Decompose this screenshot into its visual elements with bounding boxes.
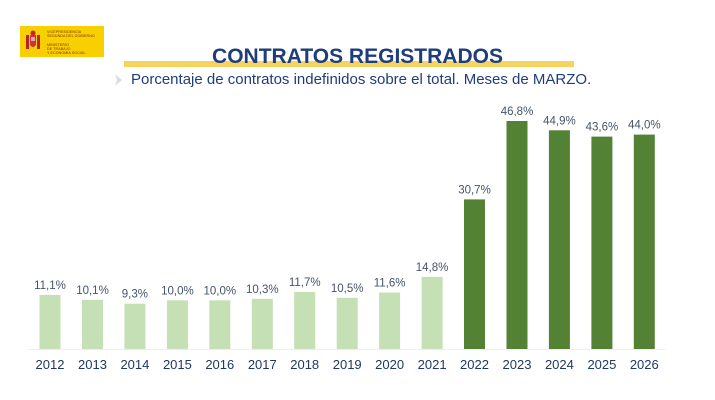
x-tick-label-2012: 2012: [36, 357, 65, 372]
data-label-2023: 46,8%: [501, 106, 534, 118]
bar-2023: [506, 121, 528, 349]
bar-2026: [633, 134, 655, 349]
bar-2012: [39, 294, 61, 349]
chevron-right-icon: [115, 74, 122, 86]
x-tick-label-2020: 2020: [375, 357, 404, 372]
data-label-2014: 9,3%: [122, 289, 148, 301]
page-title: CONTRATOS REGISTRADOS: [212, 45, 503, 68]
bar-2025: [591, 136, 613, 349]
bar-2014: [124, 303, 146, 349]
bar-2020: [379, 292, 401, 349]
x-tick-label-2014: 2014: [120, 357, 149, 372]
bar-2019: [336, 297, 358, 349]
bar-2013: [82, 299, 103, 349]
x-tick-label-2021: 2021: [418, 357, 447, 372]
bar-2016: [209, 300, 231, 349]
data-label-2022: 30,7%: [458, 184, 491, 196]
data-label-2012: 11,1%: [34, 280, 66, 292]
bar-2024: [548, 130, 570, 349]
ministry-logo: VICEPRESIDENCIA SEGUNDA DEL GOBIERNO MIN…: [20, 26, 104, 57]
chart-subtitle: Porcentaje de contratos indefinidos sobr…: [131, 71, 592, 88]
data-label-2020: 11,6%: [374, 278, 406, 290]
data-label-2021: 14,8%: [416, 262, 449, 274]
x-tick-label-2026: 2026: [630, 357, 659, 372]
data-label-2013: 10,1%: [76, 285, 109, 297]
bar-2022: [464, 199, 485, 349]
x-tick-label-2015: 2015: [163, 357, 192, 372]
bar-2015: [166, 300, 188, 349]
x-tick-label-2016: 2016: [205, 357, 234, 372]
x-tick-label-2023: 2023: [503, 357, 532, 372]
data-label-2024: 44,9%: [543, 115, 576, 127]
data-label-2025: 43,6%: [586, 122, 619, 134]
bar-2021: [421, 276, 443, 349]
x-tick-label-2024: 2024: [545, 357, 574, 372]
x-tick-label-2022: 2022: [460, 357, 489, 372]
data-label-2019: 10,5%: [331, 283, 364, 295]
x-tick-label-2018: 2018: [290, 357, 319, 372]
data-label-2018: 11,7%: [289, 277, 321, 289]
logo-text: VICEPRESIDENCIA SEGUNDA DEL GOBIERNO MIN…: [47, 30, 95, 56]
data-label-2017: 10,3%: [246, 284, 279, 296]
coat-of-arms-icon: [26, 30, 40, 49]
bar-2017: [251, 298, 273, 349]
x-tick-label-2025: 2025: [587, 357, 616, 372]
title-underline: [124, 61, 574, 67]
data-label-2016: 10,0%: [203, 285, 236, 297]
data-label-2026: 44,0%: [628, 120, 661, 132]
x-tick-label-2013: 2013: [78, 357, 107, 372]
data-label-2015: 10,0%: [161, 285, 194, 297]
bar-2018: [294, 292, 316, 349]
x-tick-label-2017: 2017: [248, 357, 277, 372]
x-tick-label-2019: 2019: [333, 357, 362, 372]
